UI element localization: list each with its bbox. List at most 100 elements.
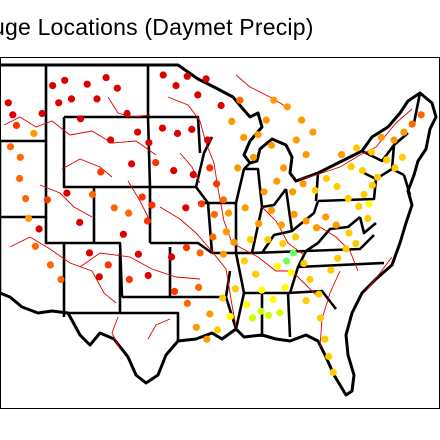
gauge-point [110,204,118,212]
gauge-point [365,200,373,208]
gauge-point [342,245,350,253]
gauge-point [172,82,180,90]
gauge-point [280,164,288,172]
gauge-point [43,196,52,204]
gauge-point [249,153,258,161]
gauge-point [107,136,115,144]
gauge-point [204,136,212,144]
gauge-point [198,200,206,208]
gauge-point [283,257,291,265]
gauge-point [264,236,272,244]
gauge-point [104,261,112,269]
map-title: uge Locations (Daymet Precip) [0,14,314,40]
gauge-point [85,249,94,257]
gauge-point [345,229,353,237]
gauge-point [88,190,97,199]
gauge-point [306,275,314,284]
gauge-point [144,271,152,280]
gauge-point [334,254,342,262]
gauge-point [277,221,285,229]
gauge-point [183,72,191,80]
gauge-point [210,210,218,218]
gauge-point [219,196,227,204]
river-network [3,74,413,350]
gauge-point [333,182,341,191]
gauge-point [290,210,298,218]
gauge-point [368,181,376,189]
gauge-point [289,188,297,196]
us-map [0,57,440,409]
gauge-point [246,236,255,244]
gauge-point [329,368,337,376]
gauge-point [309,128,317,136]
gauge-point [138,193,146,201]
gauge-point [276,309,284,317]
gauge-point [35,225,43,233]
gauge-point [16,153,24,161]
gauge-point [337,151,346,159]
gauge-point [258,286,266,294]
gauge-point [374,173,382,181]
gauge-point [332,221,340,229]
gauge-point [170,287,179,295]
gauge-point [243,301,251,309]
gauge-point [97,168,105,176]
gauge-points [4,71,425,376]
gauge-point [355,202,363,210]
gauge-point [63,189,71,197]
gauge-point [270,96,278,104]
gauge-point [83,80,91,88]
gauge-point [292,233,300,241]
gauge-point [148,201,156,209]
gauge-point [240,133,248,141]
gauge-point [12,121,21,129]
gauge-point [125,275,133,284]
gauge-point [358,167,367,175]
map-panel [0,57,440,409]
gauge-point [188,125,196,133]
gauge-point [128,160,136,168]
gauge-point [219,250,227,258]
gauge-point [311,186,319,195]
gauge-point [302,297,310,305]
gauge-point [249,314,257,322]
gauge-point [173,129,182,137]
gauge-point [134,250,142,258]
gauge-point [257,307,265,315]
gauge-point [61,76,69,84]
gauge-point [152,159,160,167]
gauge-point [322,213,330,221]
us-outline [0,63,438,397]
gauge-point [315,290,323,298]
gauge-point [364,214,372,222]
gauge-point [159,71,167,79]
gauge-point [217,101,225,110]
gauge-point [240,257,248,265]
gauge-point [67,95,76,103]
gauge-point [143,217,151,225]
gauge-point [281,283,289,291]
gauge-point [398,153,406,161]
gauge-point [347,163,355,171]
gauge-point [222,228,230,236]
gauge-point [134,128,142,136]
gauge-point [30,129,38,137]
gauge-point [76,218,84,226]
gauge-point [202,75,210,83]
gauge-point [9,111,17,119]
gauge-point [316,314,324,322]
gauge-point [209,233,217,241]
gauge-point [325,352,333,361]
gauge-point [255,220,263,228]
gauge-point [213,180,221,188]
gauge-point [273,262,282,270]
gauge-point [49,82,57,90]
gauge-point [6,143,15,151]
gauge-point [25,214,33,222]
gauge-point [302,217,310,225]
gauge-point [195,283,203,291]
gauge-point [95,273,103,281]
gauge-point [269,295,277,303]
gauge-point [57,275,65,284]
gauge-point [234,164,242,172]
